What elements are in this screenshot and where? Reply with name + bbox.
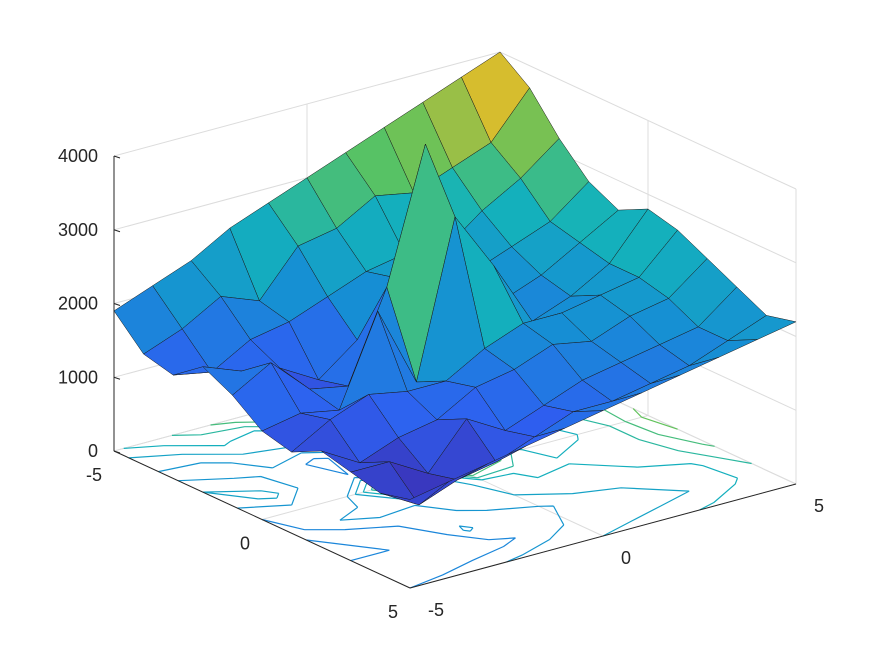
z-tick-mark-4: [113, 155, 121, 159]
front-left-tick-label-2: 5: [388, 602, 398, 622]
z-tick-label-1: 1000: [58, 367, 98, 387]
front-right-axis-line: [409, 483, 797, 589]
surface-face-0-9: [380, 481, 449, 506]
front-left-tick-label-0: -5: [86, 465, 102, 485]
front-right-tick-label-1: 0: [621, 548, 631, 568]
surface-mesh: [113, 51, 797, 506]
front-right-tick-label-2: 5: [814, 496, 824, 516]
z-tick-mark-3: [113, 229, 121, 233]
z-tick-label-4: 4000: [58, 146, 98, 166]
contour-level-0: [261, 457, 516, 589]
front-right-tick-label-0: -5: [428, 600, 444, 620]
z-tick-label-3: 3000: [58, 220, 98, 240]
z-tick-label-0: 0: [88, 441, 98, 461]
z-tick-mark-2: [113, 303, 121, 306]
z-tick-label-2: 2000: [58, 294, 98, 314]
front-left-tick-label-1: 0: [240, 534, 250, 554]
front-left-axis-line: [113, 450, 411, 589]
z-tick-mark-1: [113, 376, 121, 380]
z-tick-mark-0: [113, 450, 121, 454]
tick-labels: 0 1000 2000 3000 4000 -5 0 5 -5 0 5: [58, 146, 824, 622]
